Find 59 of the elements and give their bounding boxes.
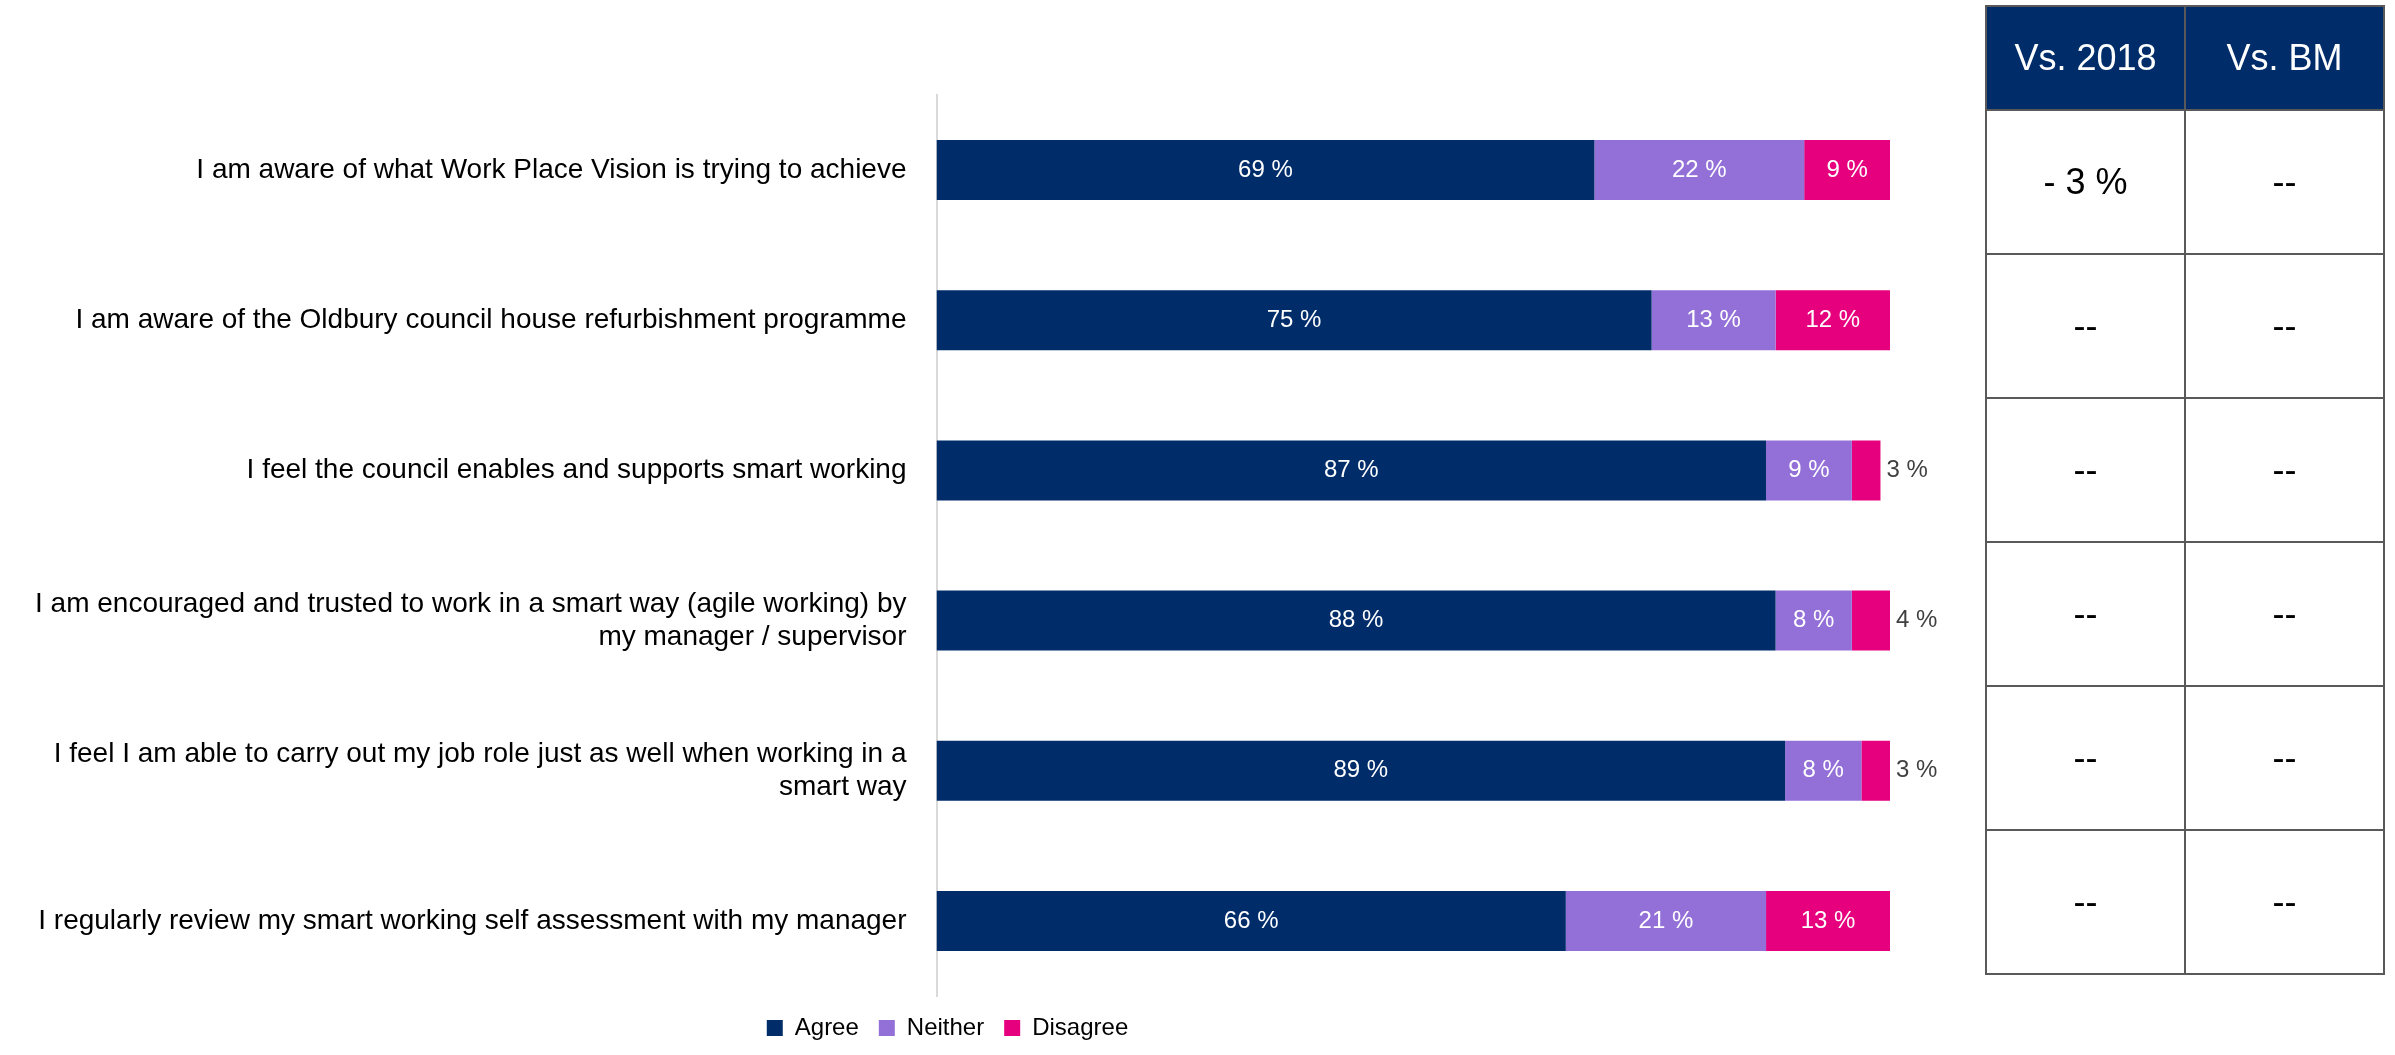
data-label: 4 % [1896, 605, 1938, 633]
legend-label: Agree [794, 1012, 859, 1040]
bar [1565, 890, 1767, 951]
bar [1785, 740, 1862, 801]
text: -- [2185, 254, 2384, 398]
data-label: 22 % [1671, 154, 1727, 182]
bar [1775, 290, 1890, 351]
bar [1851, 440, 1881, 501]
legend-label: Disagree [1032, 1012, 1129, 1040]
text: - 3 % [1986, 110, 2185, 254]
bar [936, 440, 1767, 501]
bar [1766, 890, 1890, 951]
data-label: 21 % [1638, 905, 1694, 933]
y-tick-label: I am aware of what Work Place Vision is trying to achieve [196, 152, 907, 184]
data-label: 88 % [1328, 605, 1384, 633]
y-tick-label: I am aware of the Oldbury council house refurbishment programme [75, 302, 907, 334]
data-label: 3 % [1896, 755, 1938, 783]
bar [936, 590, 1776, 651]
y-tick-label: I feel the council enables and supports smart working [246, 453, 907, 485]
text: -- [2185, 542, 2384, 686]
bar [936, 290, 1652, 351]
data-label: 69 % [1238, 154, 1293, 182]
text: -- [2185, 686, 2384, 830]
bar [1651, 290, 1776, 351]
category-label: Vs. BM [2185, 6, 2384, 110]
text: -- [2185, 398, 2384, 542]
text: -- [1986, 830, 2185, 974]
bar [1594, 140, 1805, 201]
text: -- [1986, 254, 2185, 398]
data-label: 13 % [1800, 905, 1856, 933]
data-label: 87 % [1323, 455, 1379, 483]
bar [936, 890, 1566, 951]
bar [1775, 590, 1852, 651]
category-label: Vs. 2018 [1986, 6, 2185, 110]
data-label: 12 % [1805, 304, 1861, 332]
data-label: 89 % [1333, 755, 1389, 783]
bar [1851, 590, 1890, 651]
bar [1766, 440, 1852, 501]
bar [1861, 740, 1890, 801]
text: -- [1986, 398, 2185, 542]
data-label: 13 % [1686, 304, 1741, 332]
data-label: 8 % [1793, 605, 1835, 633]
y-tick-label: I feel I am able to carry out my job role just as well when working in a smart way [53, 736, 907, 802]
bar [936, 740, 1786, 801]
text: -- [1986, 686, 2185, 830]
text: -- [2185, 110, 2384, 254]
y-tick-label: I regularly review my smart working self assessment with my manager [38, 903, 907, 935]
data-label: 9 % [1788, 455, 1830, 483]
data-label: 9 % [1826, 154, 1868, 182]
bar [936, 140, 1595, 201]
text: -- [1986, 542, 2185, 686]
text: -- [2185, 830, 2384, 974]
data-label: 75 % [1266, 304, 1322, 332]
data-label: 66 % [1223, 905, 1279, 933]
bar [1804, 140, 1890, 201]
y-tick-label: I am encouraged and trusted to work in a smart way (agile working) by my manager / supervisor [35, 586, 907, 652]
data-label: 3 % [1886, 455, 1928, 483]
legend-label: Neither [906, 1012, 985, 1040]
data-label: 8 % [1802, 755, 1844, 783]
